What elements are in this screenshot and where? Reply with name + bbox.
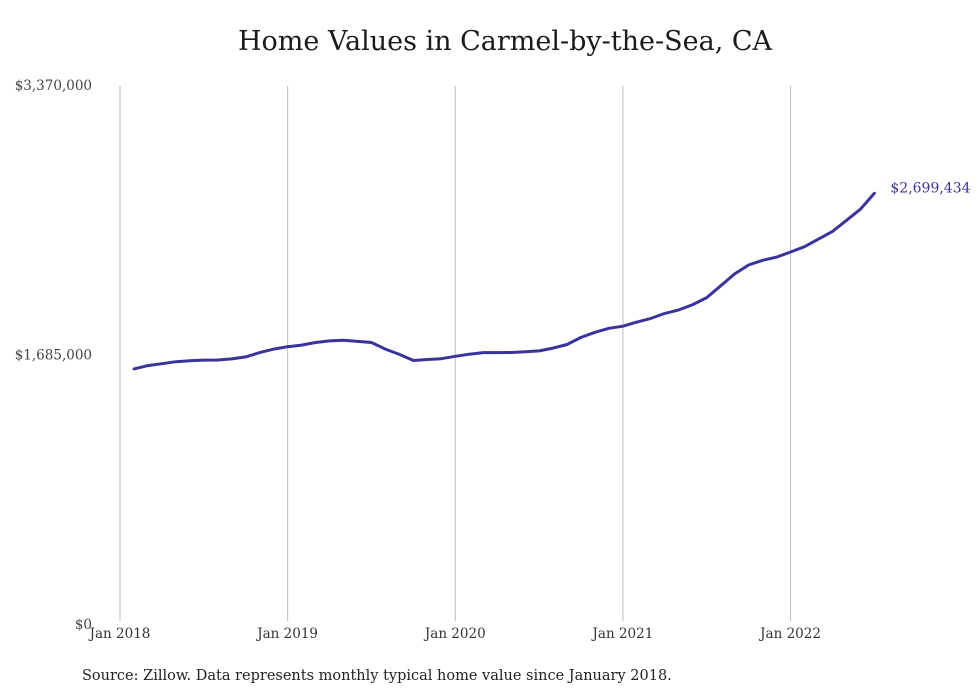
gridlines (119, 86, 792, 621)
x-tick-label: Jan 2019 (255, 626, 318, 642)
y-tick-label: $0 (75, 617, 92, 633)
y-tick-label: $3,370,000 (15, 78, 92, 94)
series-layer: $2,699,434 (132, 180, 971, 371)
x-tick-label: Jan 2021 (591, 626, 654, 642)
x-tick-label: Jan 2020 (423, 626, 486, 642)
chart-title: Home Values in Carmel-by-the-Sea, CA (237, 26, 773, 57)
x-tick-label: Jan 2018 (88, 626, 151, 642)
x-tick-label: Jan 2022 (758, 626, 821, 642)
y-tick-label: $1,685,000 (15, 348, 92, 364)
y-axis-ticks: $3,370,000 $1,685,000 $0 (15, 78, 92, 633)
source-note: Source: Zillow. Data represents monthly … (82, 668, 672, 684)
series-line (132, 191, 876, 371)
end-value-label: $2,699,434 (890, 180, 970, 196)
x-axis-ticks: Jan 2018 Jan 2019 Jan 2020 Jan 2021 Jan 2022 (88, 626, 821, 642)
